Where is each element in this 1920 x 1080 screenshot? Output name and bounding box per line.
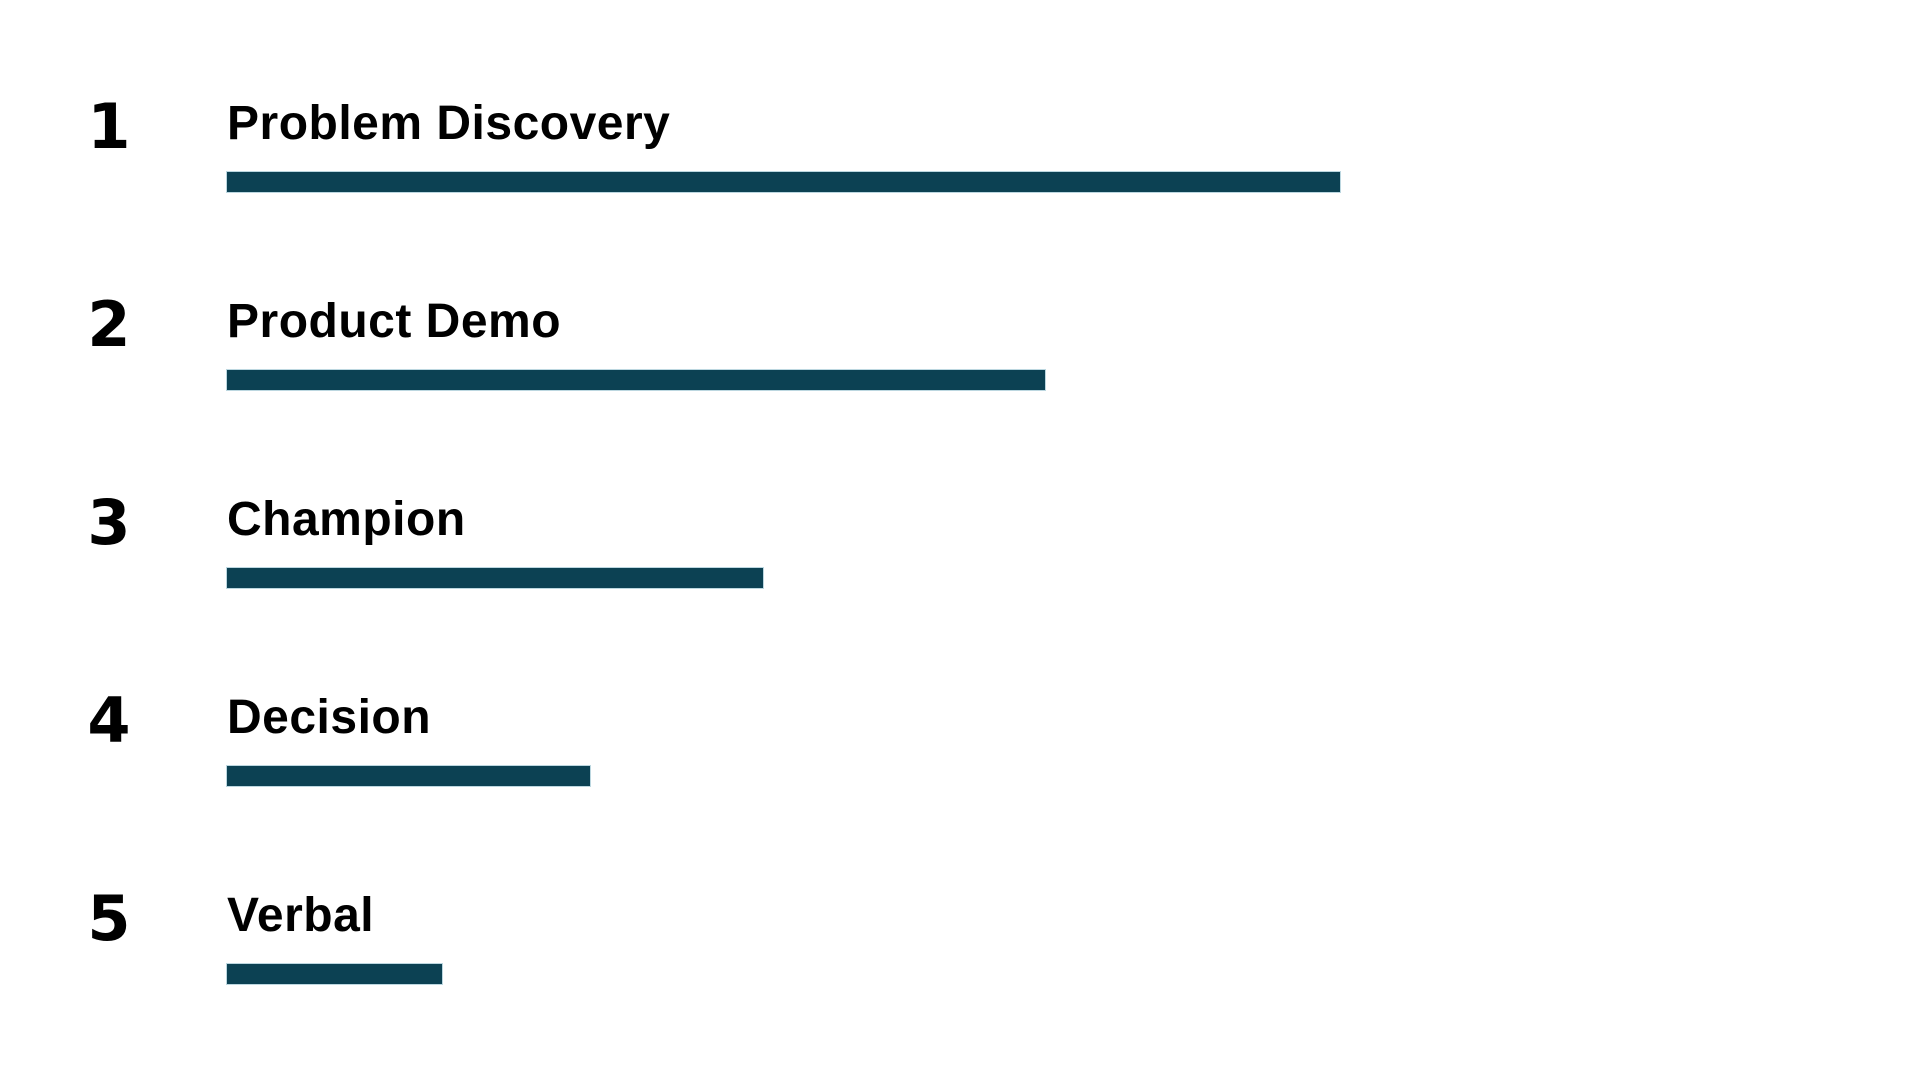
stage-label: Decision bbox=[227, 691, 432, 744]
stage-rank: 4 bbox=[87, 684, 131, 757]
bar-track bbox=[227, 568, 1340, 588]
chart-row: 3 Champion bbox=[0, 492, 1920, 690]
stage-bar bbox=[227, 568, 764, 588]
bar-track bbox=[227, 766, 1340, 786]
stage-label: Verbal bbox=[227, 889, 375, 942]
bar-track bbox=[227, 172, 1340, 192]
chart-row: 2 Product Demo bbox=[0, 294, 1920, 492]
stage-rank: 5 bbox=[87, 882, 131, 955]
chart-row: 1 Problem Discovery bbox=[0, 96, 1920, 294]
stage-label: Product Demo bbox=[227, 295, 562, 348]
bar-track bbox=[227, 370, 1340, 390]
stage-label: Problem Discovery bbox=[227, 97, 671, 150]
stage-bar bbox=[227, 172, 1340, 192]
chart-row: 5 Verbal bbox=[0, 888, 1920, 1080]
stage-label: Champion bbox=[227, 493, 466, 546]
chart-row: 4 Decision bbox=[0, 690, 1920, 888]
bar-track bbox=[227, 964, 1340, 984]
stage-bar bbox=[227, 964, 442, 984]
stage-bar bbox=[227, 370, 1046, 390]
stage-rank: 2 bbox=[87, 288, 131, 361]
stage-rank: 3 bbox=[87, 486, 131, 559]
stage-bar bbox=[227, 766, 590, 786]
stage-rank: 1 bbox=[87, 90, 131, 163]
